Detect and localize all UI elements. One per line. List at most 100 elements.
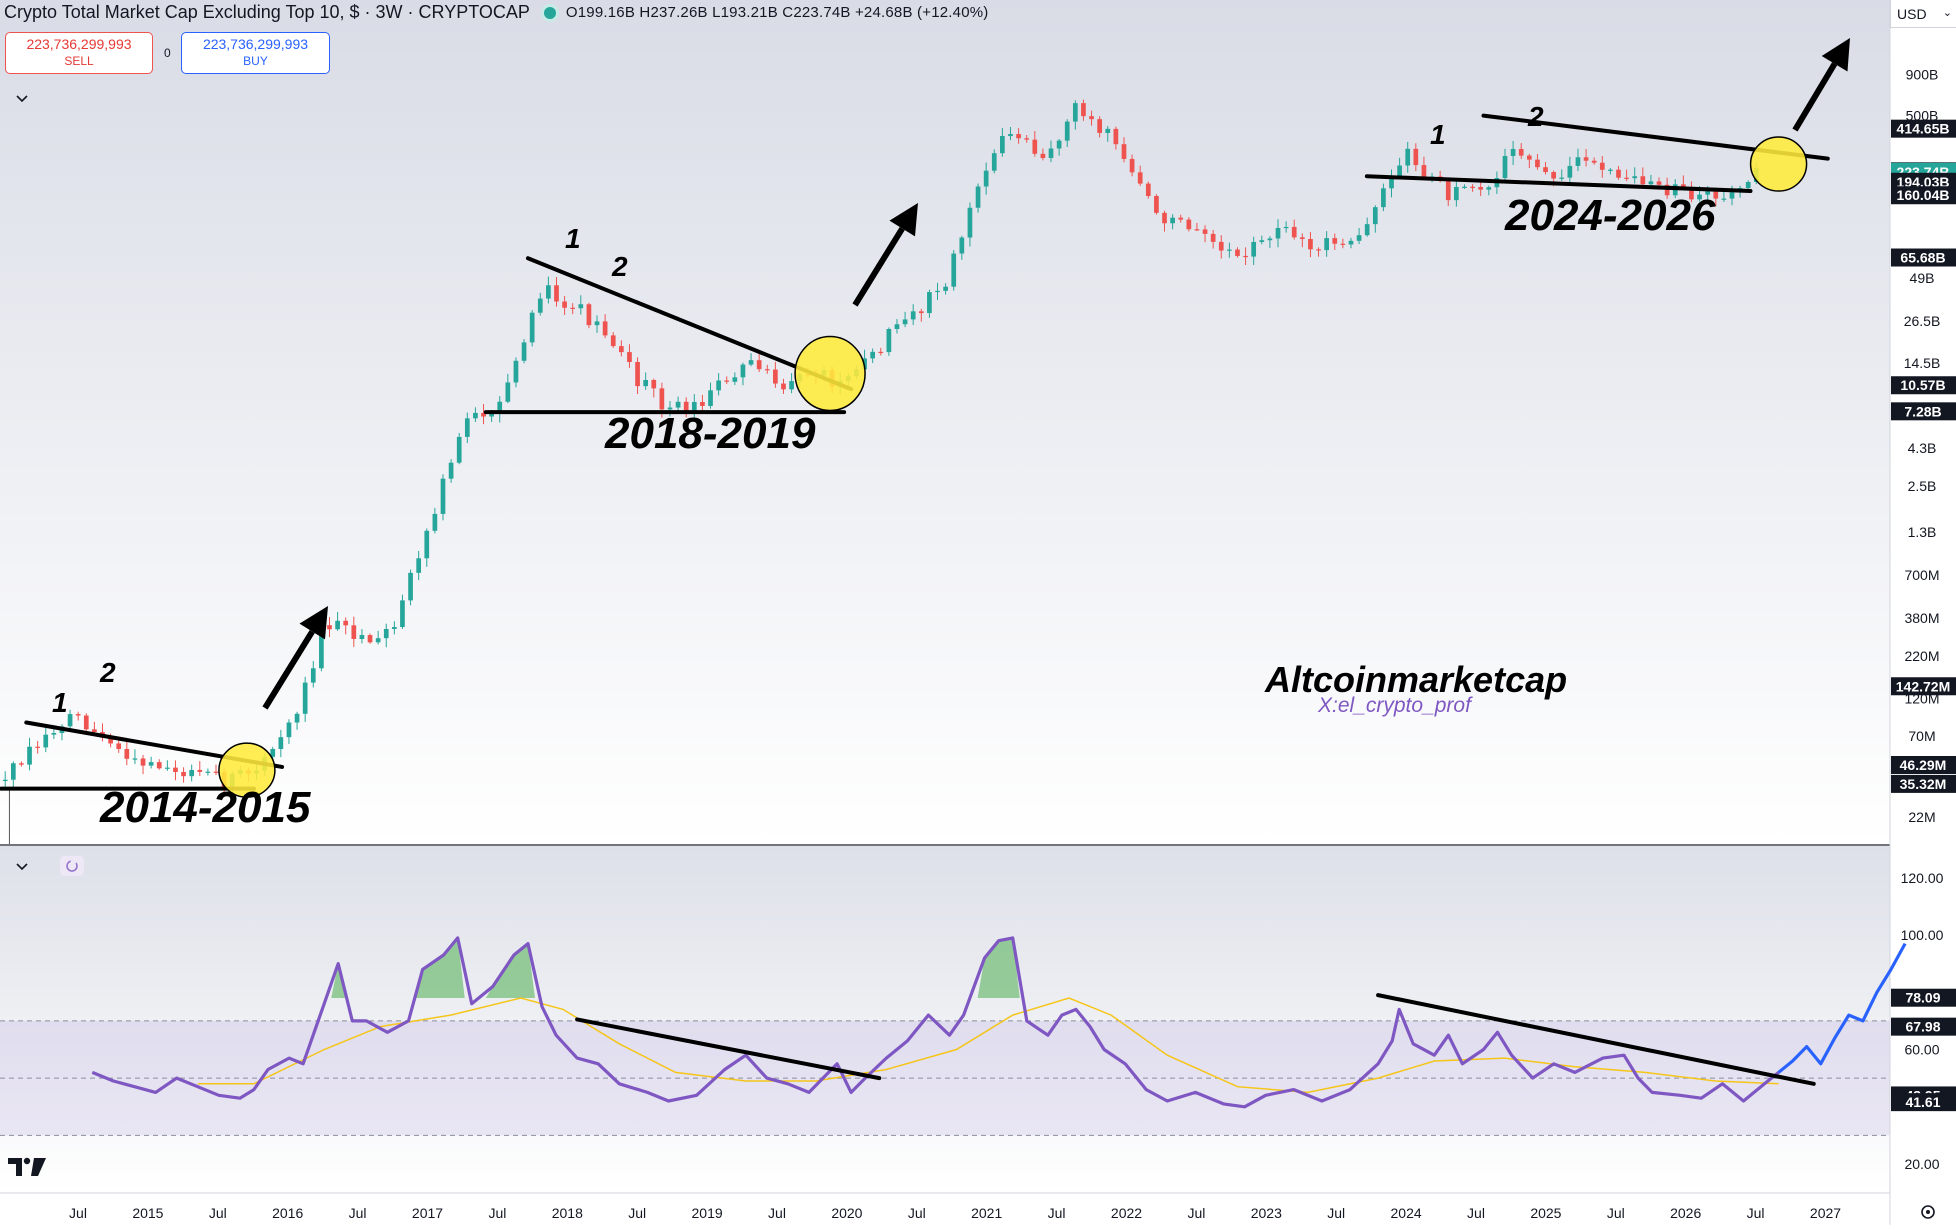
candle-body (1024, 138, 1030, 140)
time-axis-tick: Jul (488, 1205, 506, 1221)
candle (1113, 126, 1119, 150)
candle-body (1591, 160, 1597, 163)
candle-body (408, 572, 413, 601)
candle (448, 459, 454, 483)
candle-body (1389, 177, 1394, 189)
candle (1137, 165, 1143, 186)
candle (197, 761, 203, 776)
rsi-trendline (575, 1017, 882, 1081)
candle (1340, 238, 1346, 249)
series-line-projection (1777, 942, 1907, 1074)
candle-body (773, 369, 778, 384)
time-axis-tick: 2016 (272, 1205, 303, 1221)
candle (1283, 221, 1289, 233)
candle (651, 378, 657, 398)
highlight-circle (218, 742, 276, 798)
candle-body (1056, 140, 1062, 149)
price-label-badge (1891, 755, 1956, 774)
candle (1316, 247, 1321, 257)
candle-body (335, 620, 340, 630)
chart-title[interactable]: Crypto Total Market Cap Excluding Top 10… (4, 2, 530, 22)
candle-body (1421, 165, 1427, 178)
oscillator-axis-tick: 60.00 (1904, 1042, 1939, 1058)
oscillator-label: 67.98 (1905, 1019, 1940, 1035)
overbought-fill (485, 943, 535, 998)
candle-body (570, 307, 576, 309)
candle (1016, 128, 1021, 144)
candle-body (618, 346, 624, 353)
candle-body (1113, 128, 1119, 145)
candle-body (870, 351, 876, 359)
candle-body (1608, 169, 1613, 171)
rsi-trendline (1376, 993, 1816, 1086)
candle (278, 729, 284, 758)
candle (408, 569, 413, 606)
spread-value: 0 (164, 46, 171, 60)
candle (327, 617, 332, 638)
price-label-badge (1891, 774, 1956, 793)
candle (554, 277, 559, 307)
indicator-chevron-icon[interactable] (14, 858, 30, 874)
candle-body (1243, 255, 1248, 258)
candle-body (643, 379, 649, 387)
candle (781, 378, 786, 394)
candle (416, 551, 422, 581)
candle (700, 394, 705, 411)
oscillator-axis-tick: 100.00 (1901, 927, 1944, 943)
candle-body (1040, 153, 1046, 159)
candle-body (1535, 159, 1540, 168)
candle-body (132, 758, 138, 760)
price-axis-tick: 2.5B (1908, 478, 1937, 494)
buy-button[interactable]: 223,736,299,993 BUY (181, 32, 330, 74)
candle (1178, 214, 1184, 223)
candle-body (1048, 148, 1054, 159)
candle-body (1381, 188, 1386, 208)
candle (643, 372, 649, 390)
peak-label: 1 (1430, 119, 1446, 150)
candle (1275, 219, 1281, 248)
refresh-icon[interactable] (60, 856, 84, 876)
overbought-fill (977, 937, 1020, 998)
candle (1591, 157, 1597, 165)
price-label-badge (1891, 376, 1956, 395)
candle (2, 771, 8, 788)
candle-body (1259, 240, 1265, 242)
candle (1526, 153, 1532, 169)
candle-body (902, 319, 908, 325)
candle (1348, 237, 1354, 249)
candle (391, 621, 397, 635)
candle-body (554, 285, 559, 302)
currency-selector[interactable]: USD ⌄ (1890, 0, 1956, 28)
sell-price: 223,736,299,993 (26, 36, 132, 52)
candle-body (651, 379, 657, 389)
candle-body (83, 715, 89, 730)
candle (562, 296, 567, 316)
sell-button[interactable]: 223,736,299,993 SELL (5, 32, 153, 74)
candle-body (724, 380, 730, 382)
candle-body (1405, 148, 1411, 166)
settings-icon[interactable] (1918, 1202, 1938, 1222)
candle-body (1348, 240, 1354, 245)
candle-body (1486, 187, 1492, 190)
price-label: 194.03B (1897, 174, 1950, 190)
candle (1081, 99, 1086, 121)
candle-body (327, 625, 332, 630)
candle (1145, 181, 1151, 199)
candle (181, 767, 186, 783)
candle (464, 412, 470, 444)
candle-body (481, 412, 486, 417)
candle (1056, 139, 1062, 156)
candle (878, 347, 884, 356)
time-axis-tick: 2020 (831, 1205, 862, 1221)
arrow-icon (262, 606, 328, 710)
candle (424, 528, 430, 567)
arrow-head (889, 203, 918, 237)
candle (497, 396, 503, 423)
time-axis-tick: Jul (1747, 1205, 1765, 1221)
candle (1308, 232, 1313, 258)
collapse-chevron-icon[interactable] (14, 90, 30, 106)
candle-body (1210, 233, 1216, 242)
arrow-shaft (852, 226, 905, 307)
